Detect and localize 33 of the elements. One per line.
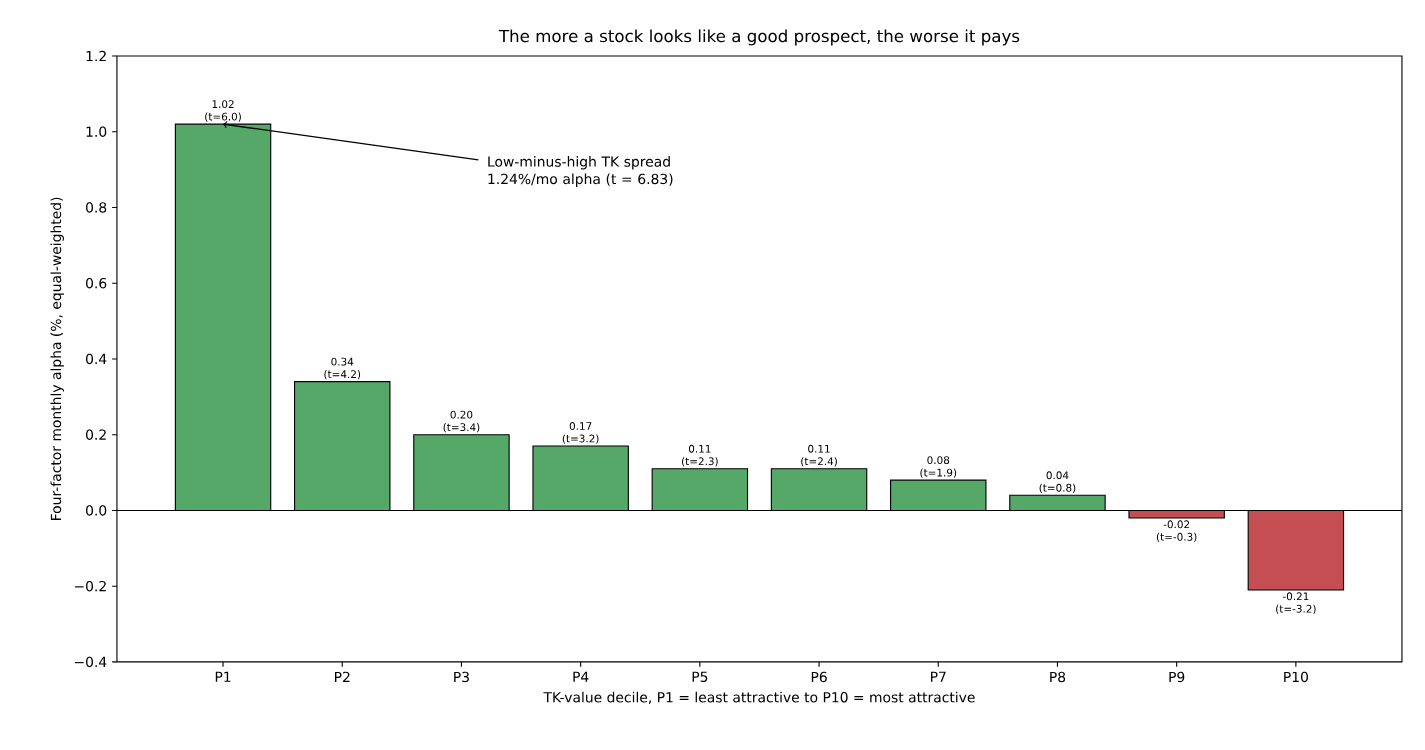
y-tick-label: 0.4: [86, 353, 107, 365]
data-label: -0.21 (t=-3.2): [1276, 592, 1316, 614]
data-label: 0.20 (t=3.4): [443, 410, 480, 433]
x-tick-label: P4: [573, 671, 589, 682]
y-tick-label: 0.6: [86, 277, 107, 289]
data-label: 0.11 (t=2.4): [801, 444, 837, 467]
x-tick-label: P1: [215, 671, 231, 682]
text: 0.0: [86, 505, 107, 516]
y-tick-label: 0.8: [86, 202, 107, 213]
y-tick-label: −0.4: [74, 656, 107, 668]
data-label: 0.04 (t=0.8): [1039, 471, 1076, 493]
data-label: 0.11 (t=2.3): [681, 444, 718, 467]
y-tick-label: −0.2: [74, 580, 106, 592]
data-label: 1.02 (t=6.0): [205, 100, 241, 122]
x-axis-title: TK-value decile, P1 = least attractive to P10 = most attractive: [543, 691, 975, 704]
text: 1.0: [86, 126, 107, 137]
y-axis-title: Four-factor monthly alpha (%, equal-weighted): [50, 197, 64, 520]
x-tick-label: P8: [1050, 671, 1066, 683]
data-label: 0.34 (t=4.2): [324, 357, 361, 380]
data-label: 0.08 (t=1.9): [920, 456, 957, 478]
y-tick-label: 0.2: [86, 429, 106, 440]
annotation: Low-minus-high TK spread 1.24%/mo alpha (t = 6.83): [488, 156, 673, 187]
x-tick-label: P5: [692, 671, 708, 683]
x-tick-label: P10: [1284, 671, 1308, 683]
x-tick-label: P7: [931, 671, 946, 682]
chart-title: The more a stock looks like a good prospect, the worse it pays: [498, 29, 1020, 46]
y-tick-label: 1.2: [86, 50, 106, 62]
x-tick-label: P9: [1169, 671, 1185, 683]
data-label: -0.02 (t=-0.3): [1156, 520, 1197, 542]
x-tick-label: P6: [811, 671, 827, 683]
x-tick-label: P3: [454, 671, 469, 683]
x-tick-label: P2: [335, 671, 350, 683]
data-label: 0.17 (t=3.2): [562, 422, 599, 444]
